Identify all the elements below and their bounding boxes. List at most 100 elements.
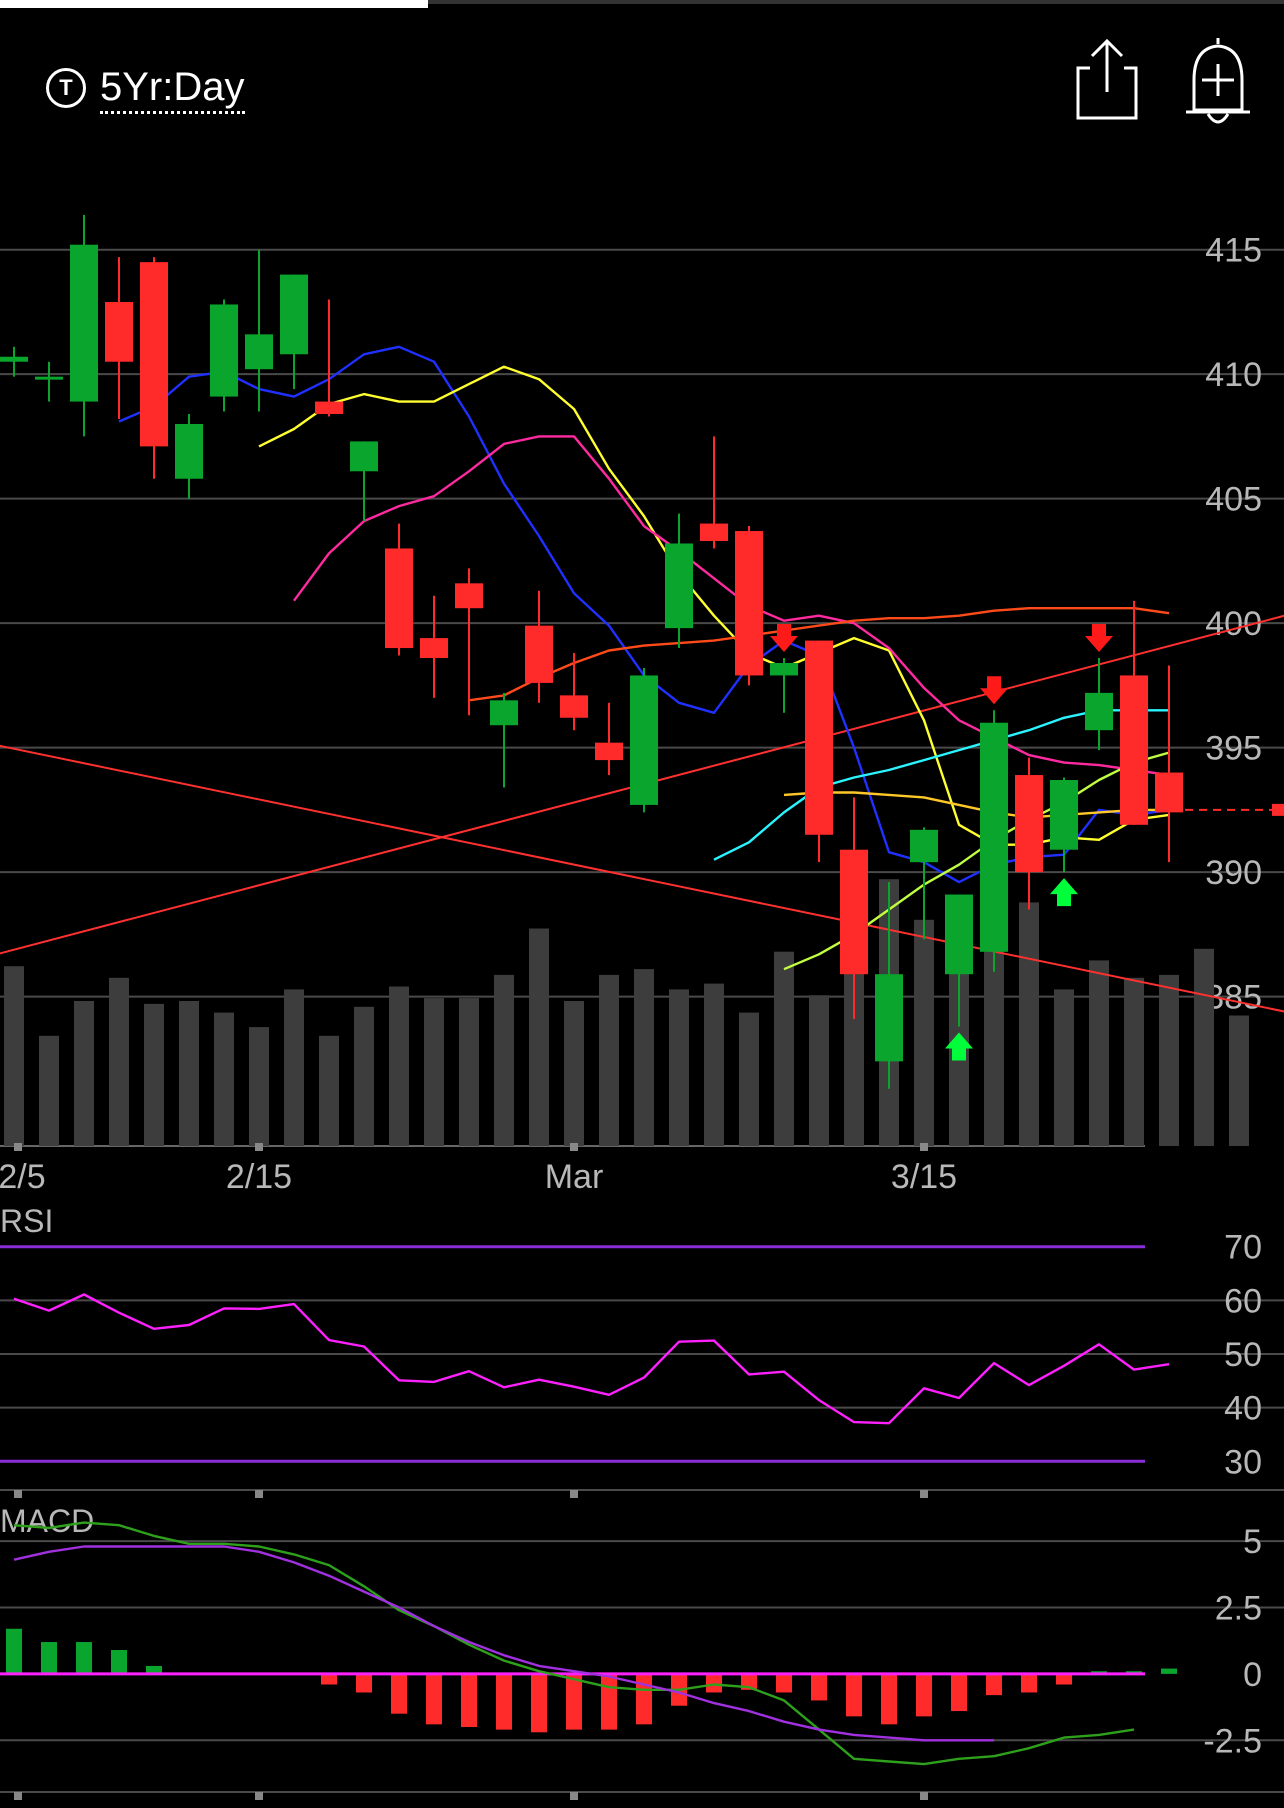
- candle-body: [1155, 772, 1183, 813]
- candle-body: [840, 849, 868, 975]
- last-price-marker: [1272, 803, 1284, 816]
- macd-histogram-bar: [146, 1665, 162, 1674]
- moving-average-line: [713, 709, 1169, 861]
- volume-bar: [634, 969, 654, 1146]
- rsi-title: RSI: [0, 1203, 53, 1239]
- candle-body: [385, 548, 413, 649]
- volume-bar: [319, 1035, 339, 1146]
- candle-body: [1015, 775, 1043, 873]
- volume-bar: [4, 966, 24, 1146]
- macd-line: [13, 1521, 1135, 1766]
- macd-histogram-bar: [41, 1642, 57, 1674]
- period-label: 5Yr:Day: [100, 63, 245, 114]
- candle-body: [665, 543, 693, 629]
- macd-histogram-bar: [111, 1650, 127, 1674]
- rsi-axis-label: 30: [1224, 1443, 1262, 1481]
- candle-body: [770, 662, 798, 676]
- x-axis-label: Mar: [545, 1158, 604, 1196]
- macd-histogram-bar: [461, 1673, 477, 1727]
- volume-bar: [774, 951, 794, 1146]
- macd-histogram-bar: [776, 1673, 792, 1693]
- volume-bar: [599, 974, 619, 1146]
- share-button[interactable]: [1072, 34, 1142, 124]
- macd-histogram-bar: [496, 1673, 512, 1730]
- volume-bar: [1054, 989, 1074, 1146]
- period-selector-button[interactable]: T 5Yr:Day: [46, 48, 245, 128]
- macd-histogram-bar: [1161, 1668, 1177, 1674]
- candle-body: [560, 695, 588, 718]
- volume-bar: [704, 983, 724, 1146]
- macd-histogram-bar: [531, 1673, 547, 1733]
- progress-fill: [0, 0, 428, 8]
- macd-axis-label: 2.5: [1215, 1590, 1262, 1628]
- volume-bar: [984, 931, 1004, 1146]
- macd-histogram-bar: [76, 1642, 92, 1674]
- macd-title: MACD: [0, 1503, 94, 1539]
- candle-body: [735, 531, 763, 676]
- rsi-line: [13, 1293, 1170, 1425]
- macd-histogram-bar: [391, 1673, 407, 1714]
- volume-bar: [284, 989, 304, 1146]
- volume-bar: [389, 986, 409, 1146]
- volume-bar: [1019, 902, 1039, 1146]
- moving-average-line: [468, 607, 1170, 702]
- candle-body: [875, 974, 903, 1062]
- candle-body: [210, 304, 238, 397]
- macd-histogram-bar: [916, 1673, 932, 1717]
- candle-body: [805, 640, 833, 835]
- candle-body: [945, 894, 973, 975]
- volume-bar: [1194, 948, 1214, 1146]
- macd-histogram-bar: [846, 1673, 862, 1717]
- volume-bar: [1159, 974, 1179, 1146]
- share-icon: [1076, 38, 1138, 120]
- ticker-t-icon: T: [46, 68, 86, 108]
- moving-average-line: [293, 435, 1170, 777]
- volume-bar: [1229, 1015, 1249, 1146]
- macd-axis-label: 0: [1243, 1656, 1262, 1694]
- macd-histogram-bar: [601, 1673, 617, 1730]
- x-tick-mark: [14, 1143, 22, 1151]
- macd-histogram-bar: [986, 1673, 1002, 1696]
- bell-plus-icon: [1186, 38, 1250, 124]
- volume-bar: [494, 974, 514, 1146]
- candle-body: [700, 523, 728, 541]
- macd-histogram-bar: [426, 1673, 442, 1725]
- rsi-axis-label: 50: [1224, 1336, 1262, 1374]
- sell-signal-arrow: [770, 624, 798, 653]
- macd-histogram-bar: [356, 1673, 372, 1693]
- candle-body: [910, 829, 938, 863]
- candle-body: [595, 742, 623, 761]
- volume-bar: [914, 919, 934, 1146]
- x-tick-mark: [920, 1143, 928, 1151]
- buy-signal-arrow: [945, 1032, 973, 1061]
- x-tick-mark: [14, 1792, 22, 1800]
- macd-line: [13, 1545, 994, 1742]
- volume-bar: [424, 998, 444, 1146]
- volume-bar: [1124, 977, 1144, 1146]
- candle-body: [420, 638, 448, 659]
- candle-body: [630, 675, 658, 805]
- rsi-axis-label: 70: [1224, 1229, 1262, 1267]
- macd-histogram-bar: [706, 1673, 722, 1693]
- x-tick-mark: [570, 1490, 578, 1498]
- macd-histogram-bar: [1021, 1673, 1037, 1693]
- volume-bar: [249, 1027, 269, 1146]
- volume-bar: [844, 945, 864, 1146]
- candle-body: [1120, 675, 1148, 825]
- volume-bar: [459, 998, 479, 1146]
- candle-body: [455, 583, 483, 609]
- candle-body: [1050, 780, 1078, 850]
- price-axis-label: 410: [1205, 356, 1262, 394]
- x-tick-mark: [570, 1792, 578, 1800]
- price-axis-label: 395: [1205, 730, 1262, 768]
- price-axis-label: 405: [1205, 481, 1262, 519]
- candle-body: [0, 356, 28, 362]
- add-alert-button[interactable]: [1178, 30, 1258, 130]
- macd-histogram-bar: [636, 1673, 652, 1725]
- candle-body: [525, 625, 553, 683]
- x-tick-mark: [255, 1490, 263, 1498]
- candle-body: [245, 334, 273, 370]
- macd-axis-label: -2.5: [1203, 1722, 1262, 1760]
- macd-histogram-bar: [321, 1673, 337, 1685]
